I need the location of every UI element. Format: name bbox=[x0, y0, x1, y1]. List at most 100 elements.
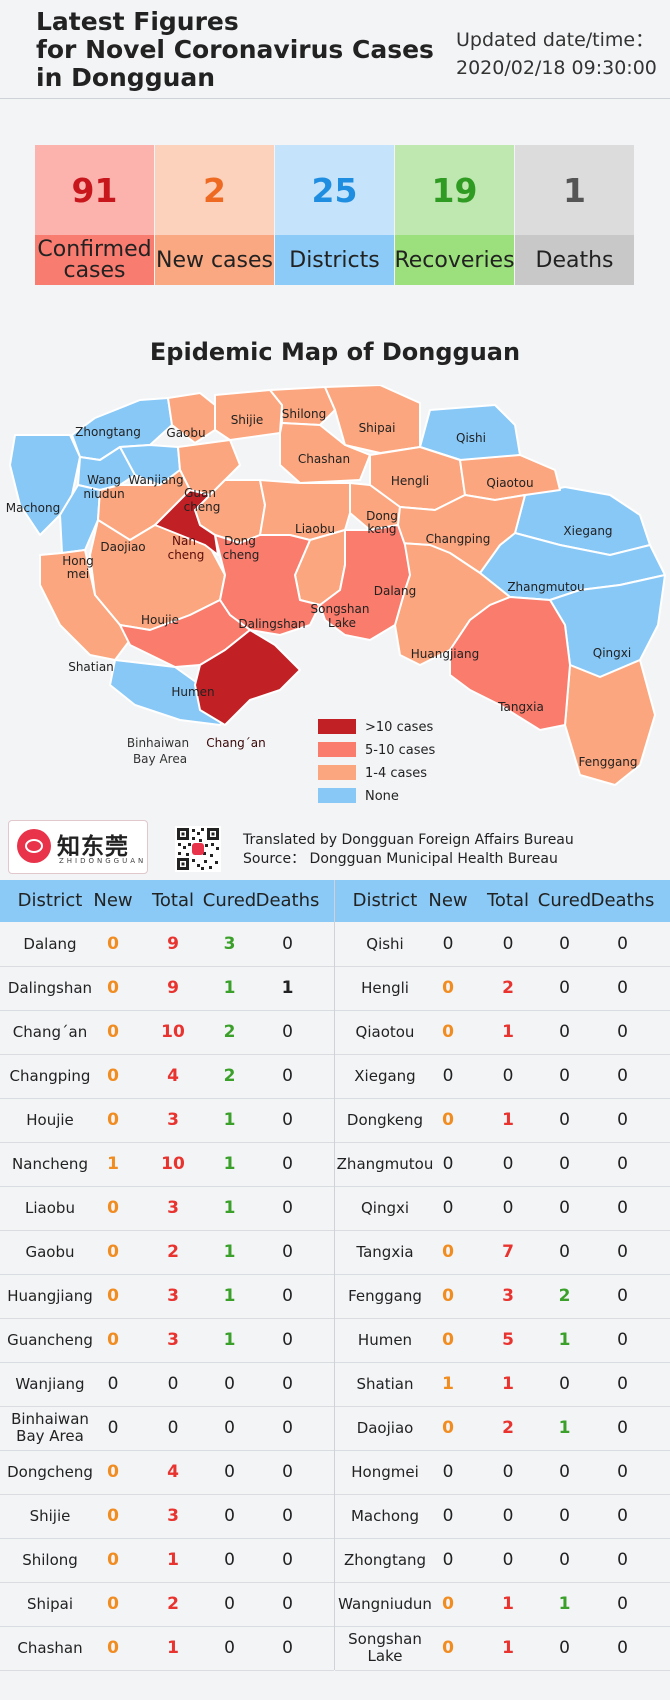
region-dalang[interactable] bbox=[319, 524, 411, 641]
map-label-hongmei-2: mei bbox=[67, 567, 89, 581]
map-label-hongmei-1: Hong bbox=[62, 554, 94, 568]
cell-new: 0 bbox=[107, 1418, 119, 1438]
region-fenggang[interactable] bbox=[564, 659, 656, 786]
title-line: in Dongguan bbox=[36, 63, 216, 92]
cell-district: Xiegang bbox=[354, 1066, 416, 1085]
cell-district: Qiaotou bbox=[355, 1022, 415, 1041]
table-row: Humen 0 5 1 0 bbox=[335, 1318, 670, 1363]
cell-cured: 0 bbox=[224, 1506, 235, 1526]
legend-swatch-none bbox=[318, 788, 356, 803]
cell-total: 0 bbox=[502, 934, 514, 954]
table-row: Daojiao 0 2 1 0 bbox=[335, 1406, 670, 1451]
cell-deaths: 0 bbox=[282, 1594, 293, 1614]
source: Source： Dongguan Municipal Health Bureau bbox=[243, 851, 558, 867]
cell-district: Binhaiwan Bay Area bbox=[11, 1410, 89, 1445]
region-chashan[interactable] bbox=[279, 422, 371, 484]
cell-deaths: 0 bbox=[282, 1462, 293, 1482]
cell-cured: 0 bbox=[559, 934, 570, 954]
cell-district: Huangjiang bbox=[7, 1286, 93, 1305]
cell-deaths: 1 bbox=[281, 978, 294, 998]
cell-cured: 0 bbox=[559, 1462, 570, 1482]
cell-district: Tangxia bbox=[356, 1242, 414, 1261]
cell-deaths: 0 bbox=[282, 1330, 293, 1350]
cell-cured: 0 bbox=[224, 1462, 235, 1482]
cell-cured: 1 bbox=[558, 1330, 571, 1350]
cell-deaths: 0 bbox=[282, 1638, 293, 1658]
map-label-dongcheng-2: cheng bbox=[223, 548, 260, 562]
epidemic-map: Zhongtang Gaobu Shijie Shilong Shipai Qi… bbox=[6, 385, 666, 804]
cell-district: Dongcheng bbox=[7, 1462, 93, 1481]
cell-cured: 0 bbox=[559, 1374, 570, 1394]
cell-new: 0 bbox=[107, 978, 119, 998]
legend-label: 5-10 cases bbox=[365, 743, 436, 758]
cell-new: 0 bbox=[442, 1330, 454, 1350]
cell-new: 0 bbox=[442, 1286, 454, 1306]
cell-new: 0 bbox=[442, 1594, 454, 1614]
cell-cured: 0 bbox=[559, 1110, 570, 1130]
table-row: Nancheng 1 10 1 0 bbox=[0, 1142, 334, 1187]
cell-new: 0 bbox=[442, 934, 454, 954]
stat-deaths: 1 Deaths bbox=[515, 145, 634, 285]
legend-swatch-low bbox=[318, 765, 356, 780]
cell-deaths: 0 bbox=[617, 1066, 628, 1086]
logo-text: 知东莞 bbox=[57, 834, 129, 860]
cell-total: 2 bbox=[167, 1242, 179, 1262]
table-row: Dongkeng 0 1 0 0 bbox=[335, 1098, 670, 1143]
region-tangxia[interactable] bbox=[449, 596, 571, 731]
map-label-songshanlake-1: Songshan bbox=[311, 602, 370, 616]
cell-deaths: 0 bbox=[617, 1594, 628, 1614]
stat-value: 1 bbox=[515, 145, 634, 235]
cell-deaths: 0 bbox=[617, 1198, 628, 1218]
map-label-shilong: Shilong bbox=[282, 407, 326, 421]
map-label-huangjiang: Huangjiang bbox=[411, 647, 479, 661]
map-legend: >10 cases 5-10 cases 1-4 cases None bbox=[318, 719, 436, 804]
map-label-houjie: Houjie bbox=[141, 613, 179, 627]
cell-new: 0 bbox=[107, 1286, 119, 1306]
map-label-xiegang: Xiegang bbox=[563, 524, 612, 538]
cell-cured: 0 bbox=[559, 1154, 570, 1174]
region-shatian[interactable] bbox=[39, 549, 131, 661]
cell-cured: 1 bbox=[223, 1110, 236, 1130]
stat-recoveries: 19 Recoveries bbox=[394, 145, 515, 285]
cell-cured: 0 bbox=[559, 978, 570, 998]
table-row: Shatian 1 1 0 0 bbox=[335, 1362, 670, 1407]
cell-district: Guancheng bbox=[7, 1330, 93, 1349]
table-row: Wangniudun 0 1 1 0 bbox=[335, 1582, 670, 1627]
cell-district: Zhangmutou bbox=[336, 1154, 434, 1173]
region-nancheng[interactable] bbox=[154, 489, 219, 556]
table-row: Chang´an 0 10 2 0 bbox=[0, 1010, 334, 1055]
cell-new: 0 bbox=[107, 1374, 119, 1394]
cell-total: 3 bbox=[167, 1330, 179, 1350]
cell-new: 0 bbox=[107, 1242, 119, 1262]
cell-deaths: 0 bbox=[617, 1286, 628, 1306]
table-row: Liaobu 0 3 1 0 bbox=[0, 1186, 334, 1231]
table-row: Wanjiang 0 0 0 0 bbox=[0, 1362, 334, 1407]
cell-cured: 1 bbox=[558, 1418, 571, 1438]
table-row: Shijie 0 3 0 0 bbox=[0, 1494, 334, 1539]
table-row: Xiegang 0 0 0 0 bbox=[335, 1054, 670, 1099]
map-label-binhaiwan-2: Bay Area bbox=[133, 752, 187, 766]
region-changan[interactable] bbox=[194, 629, 301, 726]
map-label-zhangmutou: Zhangmutou bbox=[507, 580, 584, 594]
legend-label: 1-4 cases bbox=[365, 766, 427, 781]
cell-cured: 0 bbox=[559, 1066, 570, 1086]
cell-total: 7 bbox=[502, 1242, 514, 1262]
cell-new: 0 bbox=[442, 1110, 454, 1130]
cell-district: Qishi bbox=[366, 934, 404, 953]
cell-total: 1 bbox=[502, 1110, 514, 1130]
cell-total: 9 bbox=[167, 978, 179, 998]
cell-total: 2 bbox=[502, 978, 514, 998]
cell-cured: 1 bbox=[223, 1286, 236, 1306]
map-label-changping: Changping bbox=[426, 532, 491, 546]
map-label-dongkeng-1: Dong bbox=[366, 509, 398, 523]
cell-cured: 0 bbox=[559, 1506, 570, 1526]
cell-deaths: 0 bbox=[617, 1330, 628, 1350]
cell-new: 0 bbox=[107, 1506, 119, 1526]
qr-code-icon bbox=[175, 826, 221, 872]
column-header-district: District bbox=[17, 890, 83, 911]
cell-total: 0 bbox=[502, 1066, 514, 1086]
cell-cured: 2 bbox=[558, 1286, 571, 1306]
logo-subtext: ZHIDONGGUAN bbox=[59, 857, 147, 865]
cell-district: Changping bbox=[9, 1066, 91, 1085]
cell-deaths: 0 bbox=[282, 1550, 293, 1570]
